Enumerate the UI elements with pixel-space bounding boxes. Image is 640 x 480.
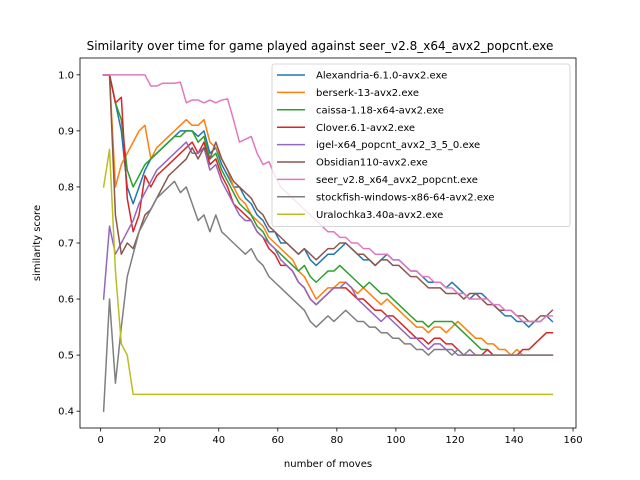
x-tick-label-3: 40 (212, 435, 225, 446)
legend-entry-6: Obsidian110-avx2.exe (316, 158, 428, 169)
x-tick-label-8: 140 (504, 435, 523, 446)
series-line-8 (102, 180, 554, 412)
x-tick-label-7: 120 (445, 435, 464, 446)
x-axis-label: number of moves (284, 459, 372, 470)
series-line-7 (102, 74, 554, 323)
y-tick-label-4: 0.7 (58, 239, 74, 250)
legend-entry-7: seer_v2.8_x64_avx2_popcnt.exe (316, 175, 478, 186)
y-tick-label-3: 0.6 (58, 295, 74, 306)
series-line-9 (102, 148, 554, 396)
series-layer (102, 74, 554, 412)
series-line-1 (102, 74, 554, 328)
y-tick-label-1: 0.4 (58, 407, 74, 418)
x-tick-label-9: 160 (564, 435, 583, 446)
x-tick-label-1: 0 (97, 435, 103, 446)
y-tick-label-6: 0.9 (58, 126, 74, 137)
legend-entry-3: caissa-1.18-x64-avx2.exe (316, 105, 444, 116)
series-line-6 (102, 74, 554, 323)
x-tick-label-2: 20 (153, 435, 166, 446)
legend-entry-8: stockfish-windows-x86-64-avx2.exe (316, 192, 495, 203)
legend-box (271, 63, 571, 228)
y-tick-label-5: 0.8 (58, 182, 74, 193)
x-tick-label-5: 80 (330, 435, 343, 446)
axes-layer: 0 20 40 60 80 100 120 140 160 0.4 0.5 0.6 0.7 0.8 0.9 1… (58, 57, 583, 446)
legend-entry-1: Alexandria-6.1.0-avx2.exe (316, 71, 447, 82)
chart-title: Similarity over time for game played aga… (87, 39, 554, 53)
series-line-3 (102, 74, 495, 357)
legend-entry-4: Clover.6.1-avx2.exe (316, 123, 415, 134)
series-line-2 (102, 74, 554, 356)
y-axis-label: similarity score (32, 205, 43, 281)
x-tick-label-4: 60 (271, 435, 284, 446)
legend-entry-9: Uralochka3.40a-avx2.exe (316, 210, 443, 221)
legend-entry-2: berserk-13-avx2.exe (316, 88, 419, 99)
legend: Alexandria-6.1.0-avx2.exe berserk-13-avx2… (271, 63, 571, 228)
y-tick-label-7: 1.0 (58, 70, 74, 81)
x-tick-label-6: 100 (386, 435, 405, 446)
legend-entry-5: igel-x64_popcnt_avx2_3_5_0.exe (316, 140, 480, 151)
y-tick-label-2: 0.5 (58, 351, 74, 362)
